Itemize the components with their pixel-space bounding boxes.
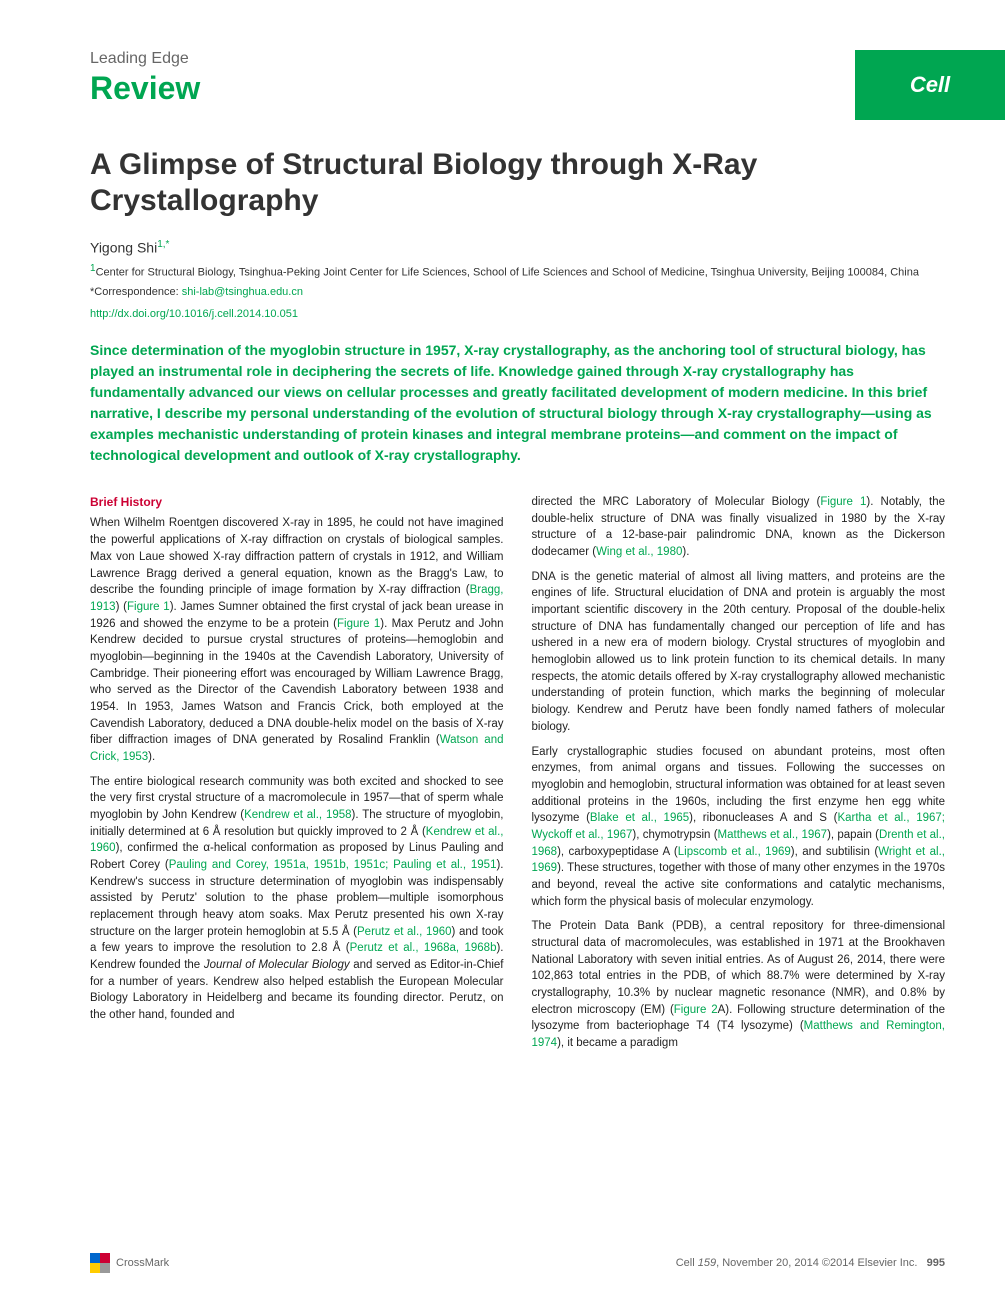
affiliation-line: 1Center for Structural Biology, Tsinghua… [90, 262, 945, 281]
doi-line: http://dx.doi.org/10.1016/j.cell.2014.10… [90, 304, 945, 322]
citation-link[interactable]: Blake et al., 1965 [590, 812, 689, 824]
crossmark-badge[interactable]: CrossMark [90, 1253, 169, 1273]
page-footer: CrossMark Cell 159, November 20, 2014 ©2… [90, 1253, 945, 1273]
journal-brand-text: Cell [910, 72, 950, 98]
correspondence-email-link[interactable]: shi-lab@tsinghua.edu.cn [182, 286, 303, 298]
journal-brand-badge: Cell [855, 50, 1005, 120]
author-markers: 1,* [157, 239, 169, 250]
footer-journal: Cell [676, 1257, 695, 1269]
correspondence-line: *Correspondence: shi-lab@tsinghua.edu.cn [90, 285, 945, 300]
citation-link[interactable]: Lipscomb et al., 1969 [678, 846, 791, 858]
article-title: A Glimpse of Structural Biology through … [90, 147, 945, 219]
body-paragraph: The entire biological research community… [90, 774, 504, 1024]
footer-volume: 159 [698, 1257, 716, 1269]
figure-link[interactable]: Figure 1 [337, 618, 380, 630]
citation-link[interactable]: Perutz et al., 1968a, 1968b [350, 942, 497, 954]
column-left: Brief History When Wilhelm Roentgen disc… [90, 494, 504, 1060]
body-paragraph: directed the MRC Laboratory of Molecular… [532, 494, 946, 561]
leading-edge-label: Leading Edge [90, 50, 945, 68]
journal-name-italic: Journal of Molecular Biology [204, 959, 350, 971]
review-label: Review [90, 70, 945, 107]
figure-link[interactable]: Figure 2 [674, 1004, 718, 1016]
body-paragraph: DNA is the genetic material of almost al… [532, 569, 946, 736]
correspondence-label: *Correspondence: [90, 286, 182, 298]
figure-link[interactable]: Figure 1 [127, 601, 170, 613]
citation-link[interactable]: Matthews et al., 1967 [718, 829, 828, 841]
article-header: Leading Edge Review [90, 50, 945, 107]
abstract-text: Since determination of the myoglobin str… [90, 340, 945, 466]
crossmark-icon [90, 1253, 110, 1273]
figure-link[interactable]: Figure 1 [820, 496, 866, 508]
footer-copyright: ©2014 Elsevier Inc. [822, 1257, 918, 1269]
citation-link[interactable]: Perutz et al., 1960 [357, 926, 452, 938]
footer-citation: Cell 159, November 20, 2014 ©2014 Elsevi… [676, 1257, 945, 1269]
doi-link[interactable]: http://dx.doi.org/10.1016/j.cell.2014.10… [90, 308, 298, 320]
citation-link[interactable]: Wing et al., 1980 [596, 546, 682, 558]
column-right: directed the MRC Laboratory of Molecular… [532, 494, 946, 1060]
affiliation-text: Center for Structural Biology, Tsinghua-… [96, 266, 919, 278]
citation-link[interactable]: Pauling and Corey, 1951a, 1951b, 1951c; … [169, 859, 497, 871]
footer-page-number: 995 [927, 1257, 945, 1269]
crossmark-label: CrossMark [116, 1257, 169, 1269]
body-paragraph: Early crystallographic studies focused o… [532, 744, 946, 911]
brief-history-heading: Brief History [90, 494, 504, 511]
body-paragraph: The Protein Data Bank (PDB), a central r… [532, 918, 946, 1051]
footer-date: November 20, 2014 [722, 1257, 819, 1269]
body-paragraph: When Wilhelm Roentgen discovered X-ray i… [90, 515, 504, 765]
author-name: Yigong Shi [90, 240, 157, 256]
body-columns: Brief History When Wilhelm Roentgen disc… [90, 494, 945, 1060]
author-line: Yigong Shi1,* [90, 239, 945, 256]
citation-link[interactable]: Kendrew et al., 1958 [244, 809, 351, 821]
